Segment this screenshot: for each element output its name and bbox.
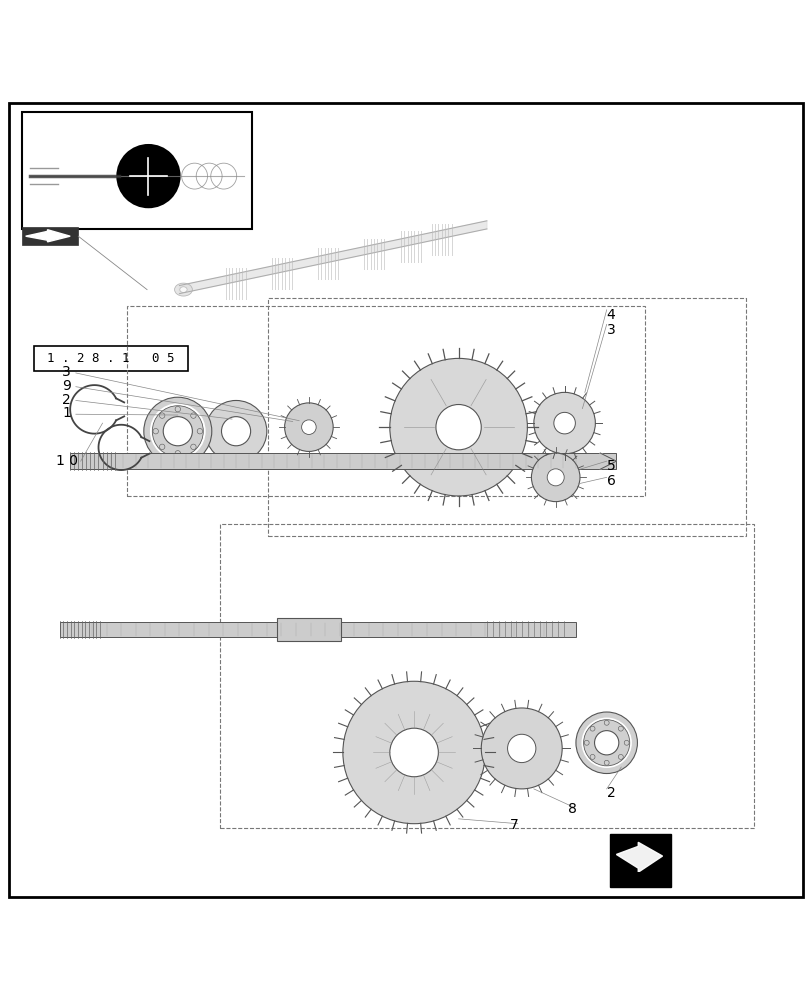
Polygon shape	[70, 453, 616, 469]
Circle shape	[594, 731, 618, 755]
Text: 1: 1	[62, 406, 71, 420]
Circle shape	[624, 740, 629, 745]
Circle shape	[205, 400, 267, 462]
Circle shape	[603, 720, 608, 725]
Circle shape	[603, 760, 608, 765]
Circle shape	[159, 444, 165, 450]
Text: 3: 3	[62, 365, 71, 379]
Circle shape	[530, 453, 579, 502]
Bar	[34, 346, 187, 371]
Polygon shape	[599, 453, 616, 469]
Text: 6: 6	[606, 474, 615, 488]
Circle shape	[197, 428, 203, 434]
Text: 2: 2	[606, 786, 615, 800]
Circle shape	[553, 412, 575, 434]
Circle shape	[175, 451, 180, 456]
Text: 1 0: 1 0	[56, 454, 79, 468]
Circle shape	[152, 428, 158, 434]
Circle shape	[118, 145, 179, 207]
Circle shape	[191, 444, 196, 450]
Circle shape	[144, 397, 212, 465]
Circle shape	[389, 358, 526, 496]
Circle shape	[436, 405, 481, 450]
Circle shape	[285, 403, 333, 451]
Polygon shape	[26, 230, 70, 242]
Text: 8: 8	[567, 802, 576, 816]
Ellipse shape	[179, 287, 187, 292]
Circle shape	[389, 728, 438, 777]
Bar	[22, 112, 252, 229]
Circle shape	[618, 726, 623, 731]
Bar	[609, 834, 670, 887]
Circle shape	[583, 720, 629, 766]
Circle shape	[533, 392, 594, 454]
Circle shape	[175, 406, 180, 412]
Bar	[127, 306, 644, 496]
Circle shape	[342, 681, 485, 824]
Circle shape	[584, 740, 589, 745]
Text: 3: 3	[606, 323, 615, 337]
Circle shape	[581, 718, 631, 768]
Polygon shape	[59, 622, 575, 637]
Bar	[277, 618, 341, 641]
Text: 7: 7	[509, 818, 517, 832]
Circle shape	[152, 406, 203, 457]
Circle shape	[163, 417, 192, 446]
Polygon shape	[616, 842, 662, 872]
Circle shape	[481, 708, 561, 789]
Bar	[22, 227, 78, 245]
Circle shape	[159, 413, 165, 418]
Circle shape	[590, 726, 594, 731]
Bar	[268, 298, 745, 536]
Ellipse shape	[174, 283, 192, 296]
Circle shape	[507, 734, 535, 763]
Circle shape	[547, 469, 564, 486]
Text: 4: 4	[606, 308, 615, 322]
Bar	[609, 872, 670, 887]
Polygon shape	[179, 221, 487, 294]
Text: 1 . 2 8 . 1   0 5: 1 . 2 8 . 1 0 5	[47, 352, 174, 365]
Circle shape	[191, 413, 196, 418]
Circle shape	[618, 754, 623, 759]
Bar	[220, 524, 753, 828]
Circle shape	[590, 754, 594, 759]
Circle shape	[575, 712, 637, 774]
Circle shape	[150, 403, 205, 459]
Text: 5: 5	[606, 459, 615, 473]
Text: 9: 9	[62, 379, 71, 393]
Text: 2: 2	[62, 393, 71, 407]
Circle shape	[221, 417, 251, 446]
Circle shape	[301, 420, 315, 434]
